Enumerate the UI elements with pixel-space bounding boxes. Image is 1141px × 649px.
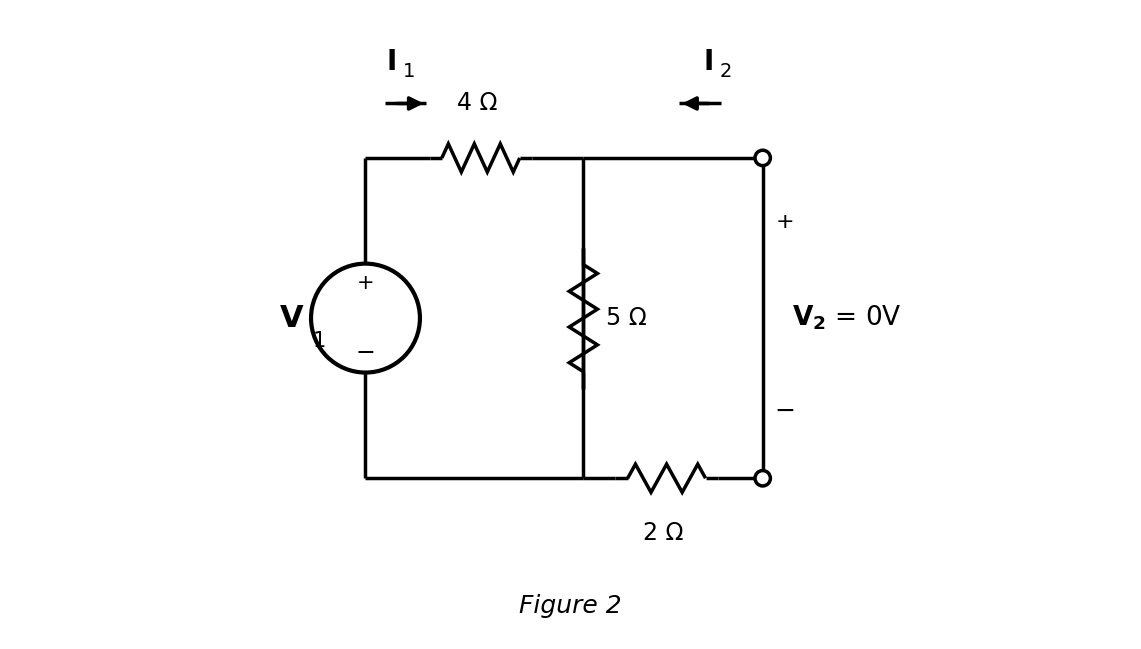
Text: $\mathbf{V}$: $\mathbf{V}$ — [280, 304, 305, 332]
Text: 5 Ω: 5 Ω — [606, 306, 647, 330]
Text: 1: 1 — [403, 62, 415, 81]
Text: $\mathbf{V_2}$ = 0V: $\mathbf{V_2}$ = 0V — [792, 304, 901, 332]
Text: +: + — [776, 212, 794, 232]
Text: −: − — [775, 399, 795, 423]
Text: Figure 2: Figure 2 — [519, 594, 622, 618]
Text: −: − — [356, 341, 375, 365]
Text: 1: 1 — [313, 330, 326, 350]
Text: $\mathbf{I}$: $\mathbf{I}$ — [387, 48, 396, 76]
Text: 4 Ω: 4 Ω — [458, 92, 497, 116]
Circle shape — [755, 471, 770, 486]
Text: 2 Ω: 2 Ω — [644, 520, 683, 545]
Text: +: + — [357, 273, 374, 293]
Text: $\mathbf{I}$: $\mathbf{I}$ — [703, 48, 713, 76]
Text: 2: 2 — [720, 62, 733, 81]
Circle shape — [755, 150, 770, 165]
